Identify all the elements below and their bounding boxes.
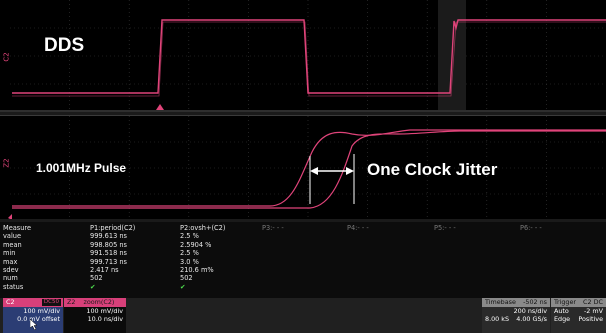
z2-vdiv: 100 mV/div: [86, 307, 123, 315]
trigger-type: Edge: [554, 315, 571, 323]
measure-header: Measure: [3, 224, 32, 232]
measure-stat-label: max: [3, 257, 18, 266]
measure-header-p4[interactable]: P4:- - -: [347, 224, 369, 232]
measure-header-p3[interactable]: P3:- - -: [262, 224, 284, 232]
measure-header-p1[interactable]: P1:period(C2): [90, 224, 136, 232]
measure-stat-label: mean: [3, 240, 22, 249]
measure-p1-max: 999.713 ns: [90, 257, 127, 266]
measure-header-p2[interactable]: P2:ovsh+(C2): [180, 224, 226, 232]
z2-title: zoom(C2): [83, 298, 115, 306]
measure-p2-num: 502: [180, 274, 193, 283]
jitter-arrowhead-right: [346, 167, 354, 175]
measure-stat-label: sdev: [3, 266, 19, 274]
z2-name: Z2: [67, 298, 76, 306]
trigger-level: -2 mV: [583, 307, 603, 315]
main-waveform-grid: [10, 0, 606, 110]
mouse-cursor-icon: [30, 319, 38, 330]
measure-row-max: max 999.713 ns 3.0 %: [0, 258, 606, 266]
timebase-rate: 4.00 GS/s: [516, 315, 547, 323]
timebase-title: Timebase: [485, 298, 516, 306]
measure-header-row: Measure P1:period(C2) P2:ovsh+(C2) P3:- …: [0, 224, 606, 232]
measure-p2-min: 2.5 %: [180, 249, 199, 258]
timebase-tdiv: 200 ns/div: [513, 307, 547, 315]
pulse-label: 1.001MHz Pulse: [36, 161, 127, 175]
status-check-icon: ✔: [90, 282, 96, 291]
measure-header-p5[interactable]: P5:- - -: [434, 224, 456, 232]
trigger-mode: Auto: [554, 307, 569, 315]
timebase-descriptor[interactable]: Timebase -502 ns 200 ns/div 8.00 kS 4.00…: [482, 298, 550, 333]
measure-p1-mean: 998.805 ns: [90, 240, 127, 249]
channel-tag-z2: Z2: [2, 158, 11, 168]
measure-stat-label: status: [3, 282, 24, 291]
measure-row-mean: mean 998.805 ns 2.5904 %: [0, 241, 606, 249]
c2-offset: 0.0 mV offset: [17, 315, 60, 323]
trigger-slope: Positive: [578, 315, 603, 323]
measure-row-status: status ✔ ✔: [0, 283, 606, 291]
measure-p2-value: 2.5 %: [180, 232, 199, 241]
measure-p2-max: 3.0 %: [180, 257, 199, 266]
zoom-waveform-panel[interactable]: Z2 1.001MHz Pulse One Clock Jitter: [0, 115, 606, 219]
c2-vdiv: 100 mV/div: [23, 307, 60, 315]
c2-name: C2: [6, 298, 15, 306]
measure-p1-min: 991.518 ns: [90, 249, 127, 258]
measure-stat-label: min: [3, 249, 16, 258]
trigger-descriptor[interactable]: Trigger C2 DC Auto -2 mV Edge Positive: [551, 298, 606, 333]
measure-p2-mean: 2.5904 %: [180, 240, 212, 249]
measure-stat-label: num: [3, 274, 18, 283]
measure-p1-sdev: 2.417 ns: [90, 266, 119, 274]
measure-header-p6[interactable]: P6:- - -: [520, 224, 542, 232]
measure-stat-label: value: [3, 232, 22, 241]
trigger-title: Trigger: [554, 298, 577, 306]
trigger-position-marker: [156, 104, 164, 110]
zoom-waveform-grid: [8, 116, 606, 219]
c2-coupling-badge: DC50: [41, 299, 61, 306]
main-waveform-panel[interactable]: C2 DDS: [0, 0, 606, 112]
measure-row-sdev: sdev 2.417 ns 210.6 m%: [0, 266, 606, 274]
channel-tag-c2: C2: [2, 52, 11, 62]
measure-p2-sdev: 210.6 m%: [180, 266, 214, 274]
timebase-samples: 8.00 kS: [485, 315, 510, 323]
timebase-delay: -502 ns: [523, 298, 547, 306]
measure-table: Measure P1:period(C2) P2:ovsh+(C2) P3:- …: [0, 222, 606, 298]
descriptor-bar: C2 DC50 100 mV/div 0.0 mV offset Z2 zoom…: [0, 298, 606, 333]
pulse-trace-late: [12, 130, 606, 209]
trigger-tags: C2 DC: [583, 298, 603, 306]
measure-row-min: min 991.518 ns 2.5 %: [0, 249, 606, 257]
dds-trace-overlay: [12, 21, 606, 97]
zoom-z2-descriptor[interactable]: Z2 zoom(C2) 100 mV/div 10.0 ns/div: [64, 298, 126, 333]
jitter-arrowhead-left: [310, 167, 318, 175]
jitter-label: One Clock Jitter: [367, 160, 498, 179]
measure-row-num: num 502 502: [0, 274, 606, 282]
measure-p1-value: 999.613 ns: [90, 232, 127, 241]
measure-p1-num: 502: [90, 274, 103, 283]
measure-row-value: value 999.613 ns 2.5 %: [0, 232, 606, 240]
dds-trace: [12, 19, 606, 94]
dds-label: DDS: [44, 35, 85, 56]
zoom-left-marker: [8, 214, 12, 219]
status-check-icon: ✔: [180, 282, 186, 291]
z2-tdiv: 10.0 ns/div: [87, 315, 123, 323]
